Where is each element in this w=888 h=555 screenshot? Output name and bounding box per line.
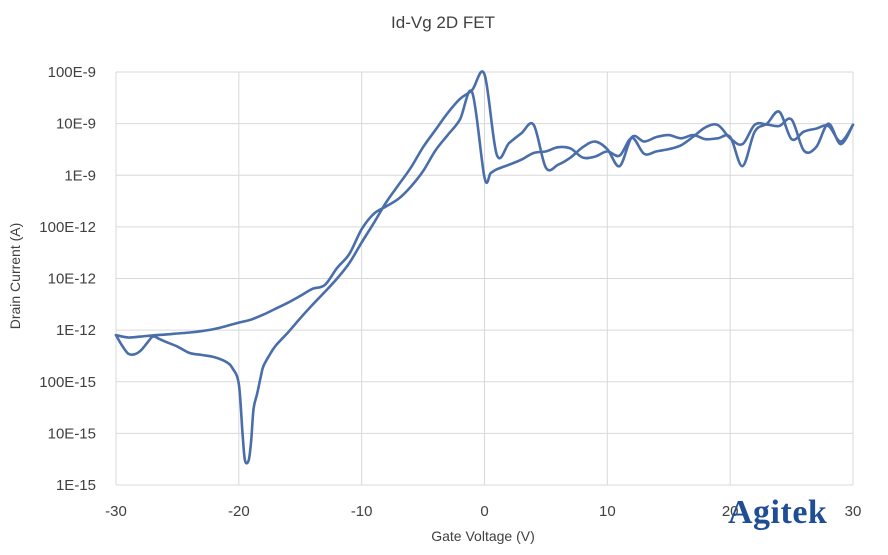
y-tick-label: 100E-12 bbox=[39, 219, 96, 236]
series-line-1 bbox=[114, 70, 855, 465]
x-tick-label: 30 bbox=[845, 503, 862, 520]
y-tick-label: 10E-12 bbox=[48, 271, 96, 288]
y-tick-label: 1E-12 bbox=[56, 322, 96, 339]
chart-grid bbox=[115, 71, 854, 486]
x-tick-label: -10 bbox=[351, 503, 373, 520]
y-axis-label: Drain Current (A) bbox=[7, 223, 23, 330]
x-axis-label: Gate Voltage (V) bbox=[431, 528, 535, 544]
y-tick-labels: 100E-9 10E-9 1E-9 100E-12 10E-12 1E-12 100E-15… bbox=[39, 64, 96, 494]
agitek-logo: Agitek bbox=[728, 494, 828, 531]
x-tick-label: -20 bbox=[228, 503, 250, 520]
x-tick-label: 10 bbox=[599, 503, 616, 520]
chart-title: Id-Vg 2D FET bbox=[391, 13, 495, 32]
y-tick-label: 100E-15 bbox=[39, 374, 96, 391]
y-tick-label: 100E-9 bbox=[48, 64, 96, 81]
y-tick-label: 10E-15 bbox=[48, 425, 96, 442]
x-tick-label: 0 bbox=[480, 503, 488, 520]
x-tick-label: -30 bbox=[105, 503, 127, 520]
y-tick-label: 1E-15 bbox=[56, 477, 96, 494]
x-tick-labels: -30 -20 -10 0 10 20 30 bbox=[105, 503, 861, 520]
series-line-2 bbox=[114, 89, 855, 339]
x-tick-label: 20 bbox=[722, 503, 739, 520]
y-tick-label: 10E-9 bbox=[56, 116, 96, 133]
y-tick-label: 1E-9 bbox=[64, 167, 96, 184]
series-lines bbox=[114, 70, 855, 465]
